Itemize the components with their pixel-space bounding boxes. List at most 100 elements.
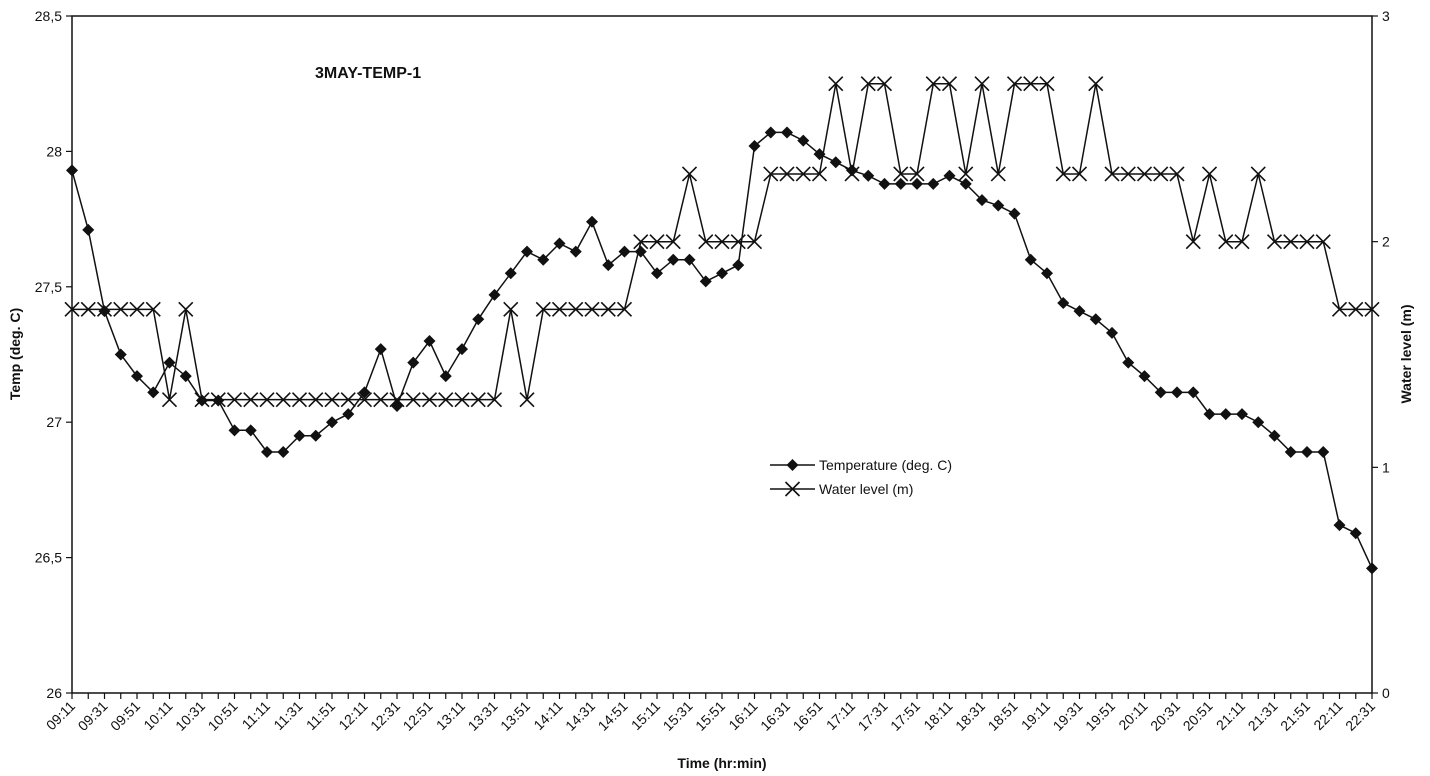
data-point-water-level	[405, 392, 421, 408]
x-tick-label: 11:31	[270, 698, 306, 734]
data-point-temperature	[114, 348, 127, 361]
data-point-water-level	[763, 166, 779, 182]
legend-marker-temperature	[786, 459, 799, 471]
data-point-water-level	[681, 166, 698, 182]
data-point-water-level	[454, 392, 470, 408]
y-axis-title: Temp (deg. C)	[7, 308, 23, 400]
data-point-temperature	[488, 288, 501, 301]
data-point-water-level	[340, 392, 356, 408]
data-point-water-level	[665, 234, 681, 250]
data-point-temperature	[179, 370, 192, 383]
data-point-water-level	[470, 392, 486, 408]
data-point-water-level	[308, 392, 324, 408]
data-point-temperature	[602, 259, 615, 272]
x-tick-label: 10:51	[205, 698, 241, 734]
data-point-temperature	[634, 245, 647, 258]
data-point-water-level	[161, 392, 178, 408]
data-point-water-level	[860, 76, 876, 92]
data-point-temperature	[1252, 416, 1265, 429]
data-point-temperature	[439, 370, 452, 383]
data-point-temperature	[1219, 408, 1232, 421]
y-tick-label: 28	[46, 143, 62, 159]
data-point-water-level	[714, 234, 730, 250]
data-point-temperature	[326, 416, 338, 429]
y-tick-label: 28,5	[35, 8, 62, 24]
data-point-water-level	[730, 234, 746, 250]
data-point-temperature	[894, 177, 907, 190]
data-point-temperature	[228, 424, 241, 437]
data-point-water-level	[64, 301, 80, 317]
data-point-temperature	[309, 429, 322, 442]
x-tick-label: 19:31	[1050, 698, 1086, 734]
data-point-temperature	[878, 177, 891, 190]
data-point-temperature	[651, 267, 663, 280]
x-tick-label: 16:51	[790, 698, 826, 734]
legend: Temperature (deg. C) Water level (m)	[770, 457, 952, 497]
data-point-temperature	[716, 267, 728, 280]
data-point-temperature	[618, 245, 631, 258]
data-point-temperature	[1106, 326, 1118, 339]
data-point-water-level	[1023, 76, 1039, 92]
data-point-water-level	[746, 234, 763, 250]
x-tick-label: 20:31	[1147, 698, 1183, 734]
x-tick-label: 18:31	[952, 698, 988, 734]
data-point-water-level	[519, 392, 535, 408]
data-point-water-level	[1071, 166, 1088, 182]
data-point-water-level	[259, 392, 275, 408]
x-tick-label: 18:11	[920, 698, 956, 734]
data-point-temperature	[1041, 267, 1053, 280]
data-point-water-level	[633, 234, 649, 250]
data-point-temperature	[521, 245, 533, 258]
x-tick-label: 20:11	[1115, 698, 1151, 734]
data-point-temperature	[1171, 386, 1183, 399]
data-point-temperature	[1089, 313, 1102, 326]
series-line-temperature	[71, 131, 1373, 569]
data-point-water-level	[226, 392, 243, 408]
data-point-temperature	[1268, 429, 1281, 442]
data-point-temperature	[1187, 386, 1200, 399]
data-point-temperature	[472, 313, 485, 326]
data-point-temperature	[358, 386, 371, 399]
x-tick-label: 21:31	[1245, 698, 1281, 734]
data-point-temperature	[586, 215, 598, 228]
data-point-temperature	[504, 267, 517, 280]
y-tick-label: 26,5	[35, 550, 62, 566]
data-point-temperature	[959, 177, 972, 190]
x-tick-label: 22:31	[1342, 698, 1378, 734]
data-point-water-level	[1315, 234, 1331, 250]
data-point-temperature	[1203, 408, 1216, 421]
data-point-temperature	[82, 223, 95, 236]
data-point-water-level	[129, 301, 145, 317]
data-point-water-level	[584, 301, 600, 317]
data-point-water-level	[324, 392, 340, 408]
legend-label-temperature: Temperature (deg. C)	[819, 457, 952, 473]
data-point-temperature	[163, 356, 176, 369]
x-tick-label: 09:51	[107, 698, 143, 734]
x-tick-label: 17:11	[823, 698, 859, 734]
data-point-temperature	[667, 253, 680, 266]
data-point-water-level	[486, 392, 503, 408]
data-point-water-level	[421, 392, 438, 408]
data-point-temperature	[407, 356, 420, 369]
data-point-temperature	[342, 408, 355, 421]
x-tick-label: 13:31	[465, 698, 501, 734]
data-point-water-level	[1104, 166, 1120, 182]
data-point-temperature	[1284, 445, 1297, 458]
x-tick-label: 13:11	[433, 698, 469, 734]
y2-axis-title: Water level (m)	[1398, 304, 1414, 403]
data-point-temperature	[261, 445, 273, 458]
data-point-temperature	[781, 126, 793, 139]
y-tick-label: 27,5	[35, 279, 62, 295]
plot-area	[71, 15, 1373, 694]
data-point-water-level	[178, 301, 194, 317]
data-point-water-level	[1218, 234, 1234, 250]
data-point-water-level	[275, 392, 291, 408]
x-tick-label: 19:51	[1082, 698, 1118, 734]
data-point-temperature	[683, 253, 696, 266]
x-tick-label: 14:31	[562, 698, 598, 734]
data-point-water-level	[795, 166, 811, 182]
x-tick-label: 16:31	[757, 698, 793, 734]
data-point-temperature	[66, 164, 78, 177]
data-point-temperature	[992, 199, 1005, 212]
data-point-water-level	[876, 76, 893, 92]
